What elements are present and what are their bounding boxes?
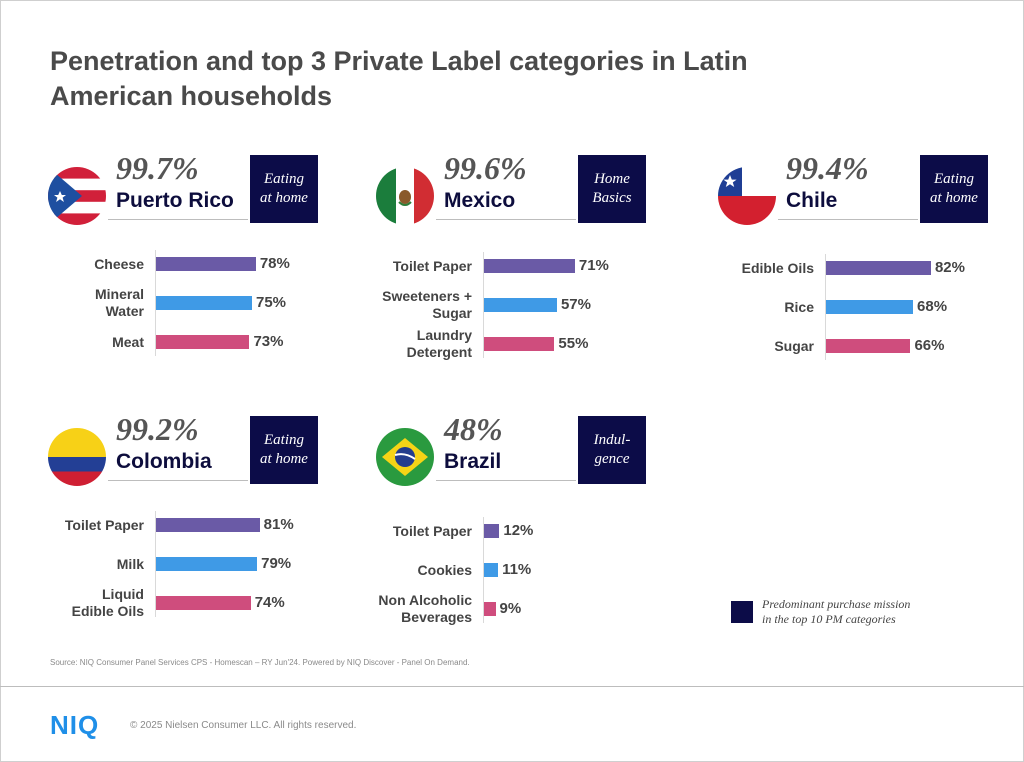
header-rule: [778, 219, 918, 220]
category-label: Toilet Paper: [392, 523, 472, 539]
bar-axis: [483, 517, 484, 623]
category-bar: [156, 257, 256, 271]
category-bar: [156, 296, 252, 310]
category-label: Laundry Detergent: [406, 327, 472, 360]
category-bar: [484, 337, 555, 351]
penetration-value: 99.2%: [116, 411, 199, 447]
data-label: 71%: [578, 257, 609, 274]
niq-logo: NIQ: [50, 710, 100, 740]
chile-flag-icon: [718, 167, 776, 225]
country-panel: 48% Brazil Indul- gence Toilet Paper 12% Cook…: [376, 411, 656, 656]
category-bar: [156, 596, 251, 610]
footer-divider: [0, 686, 1024, 687]
penetration-value: 48%: [444, 411, 503, 447]
purchase-mission-badge: Indul- gence: [578, 416, 646, 484]
country-name: Chile: [786, 189, 838, 212]
data-label: 68%: [917, 298, 948, 315]
country-name: Colombia: [116, 450, 212, 473]
country-panel: 99.4% Chile Eating at home Edible Oils 82% Ri…: [718, 150, 998, 395]
category-label: Rice: [784, 299, 814, 315]
category-label: Sweeteners + Sugar: [382, 288, 472, 321]
country-panel: 99.7% Puerto Rico Eating at home Cheese 78% M…: [48, 150, 328, 395]
slide-title: Penetration and top 3 Private Label cate…: [50, 46, 748, 111]
legend-text: Predominant purchase mission in the top …: [762, 597, 911, 626]
category-bar: [156, 335, 250, 349]
category-bar: [484, 602, 496, 616]
copyright-text: © 2025 Nielsen Consumer LLC. All rights …: [130, 720, 357, 731]
data-label: 57%: [560, 296, 591, 313]
country-panel: 99.2% Colombia Eating at home Toilet Paper 8…: [48, 411, 328, 656]
header-rule: [108, 480, 248, 481]
country-name: Brazil: [444, 450, 502, 473]
category-bar: [484, 524, 500, 538]
data-label: 78%: [259, 255, 290, 272]
penetration-value: 99.4%: [786, 150, 869, 186]
category-bar: [826, 300, 914, 314]
data-label: 66%: [914, 337, 945, 354]
purchase-mission-badge: Eating at home: [250, 155, 318, 223]
colombia-flag-icon: [48, 428, 106, 486]
data-label: 82%: [934, 259, 965, 276]
category-bar: [484, 298, 557, 312]
category-bar: [484, 259, 575, 273]
category-bar: [826, 339, 911, 353]
bar-axis: [483, 252, 484, 358]
category-bar: [156, 518, 260, 532]
category-bar: [156, 557, 258, 571]
bar-axis: [825, 254, 826, 360]
data-label: 75%: [256, 294, 287, 311]
category-label: Cookies: [417, 562, 472, 578]
data-label: 81%: [263, 516, 294, 533]
purchase-mission-badge: Eating at home: [920, 155, 988, 223]
category-label: Mineral Water: [94, 286, 144, 319]
penetration-value: 99.6%: [444, 150, 527, 186]
data-label: 73%: [253, 333, 284, 350]
purchase-mission-badge: Home Basics: [578, 155, 646, 223]
data-label: 74%: [254, 594, 285, 611]
header-rule: [108, 219, 248, 220]
data-label: 12%: [503, 522, 534, 539]
category-label: Milk: [116, 556, 144, 572]
data-label: 55%: [558, 335, 589, 352]
bar-axis: [155, 511, 156, 617]
country-name: Puerto Rico: [116, 189, 234, 212]
puerto-rico-flag-icon: [48, 167, 106, 225]
country-name: Mexico: [444, 189, 516, 212]
category-bar: [484, 563, 499, 577]
source-note: Source: NIQ Consumer Panel Services CPS …: [50, 658, 470, 667]
category-bar: [826, 261, 931, 275]
legend-swatch: [731, 601, 753, 623]
penetration-value: 99.7%: [116, 150, 199, 186]
category-label: Edible Oils: [741, 260, 814, 276]
bar-axis: [155, 250, 156, 356]
brazil-flag-icon: [376, 428, 434, 486]
data-label: 9%: [499, 600, 522, 617]
purchase-mission-badge: Eating at home: [250, 416, 318, 484]
mexico-flag-icon: [376, 167, 434, 225]
category-label: Sugar: [774, 338, 814, 354]
category-label: Cheese: [94, 256, 144, 272]
header-rule: [436, 480, 576, 481]
category-label: Non Alcoholic Beverages: [378, 592, 472, 625]
data-label: 11%: [502, 561, 532, 578]
header-rule: [436, 219, 576, 220]
category-label: Toilet Paper: [392, 258, 472, 274]
category-label: Meat: [112, 334, 144, 350]
category-label: Toilet Paper: [64, 517, 144, 533]
country-panel: 99.6% Mexico Home Basics Toilet Paper 71% Swe…: [376, 150, 656, 395]
category-label: Liquid Edible Oils: [71, 586, 144, 619]
data-label: 79%: [261, 555, 292, 572]
